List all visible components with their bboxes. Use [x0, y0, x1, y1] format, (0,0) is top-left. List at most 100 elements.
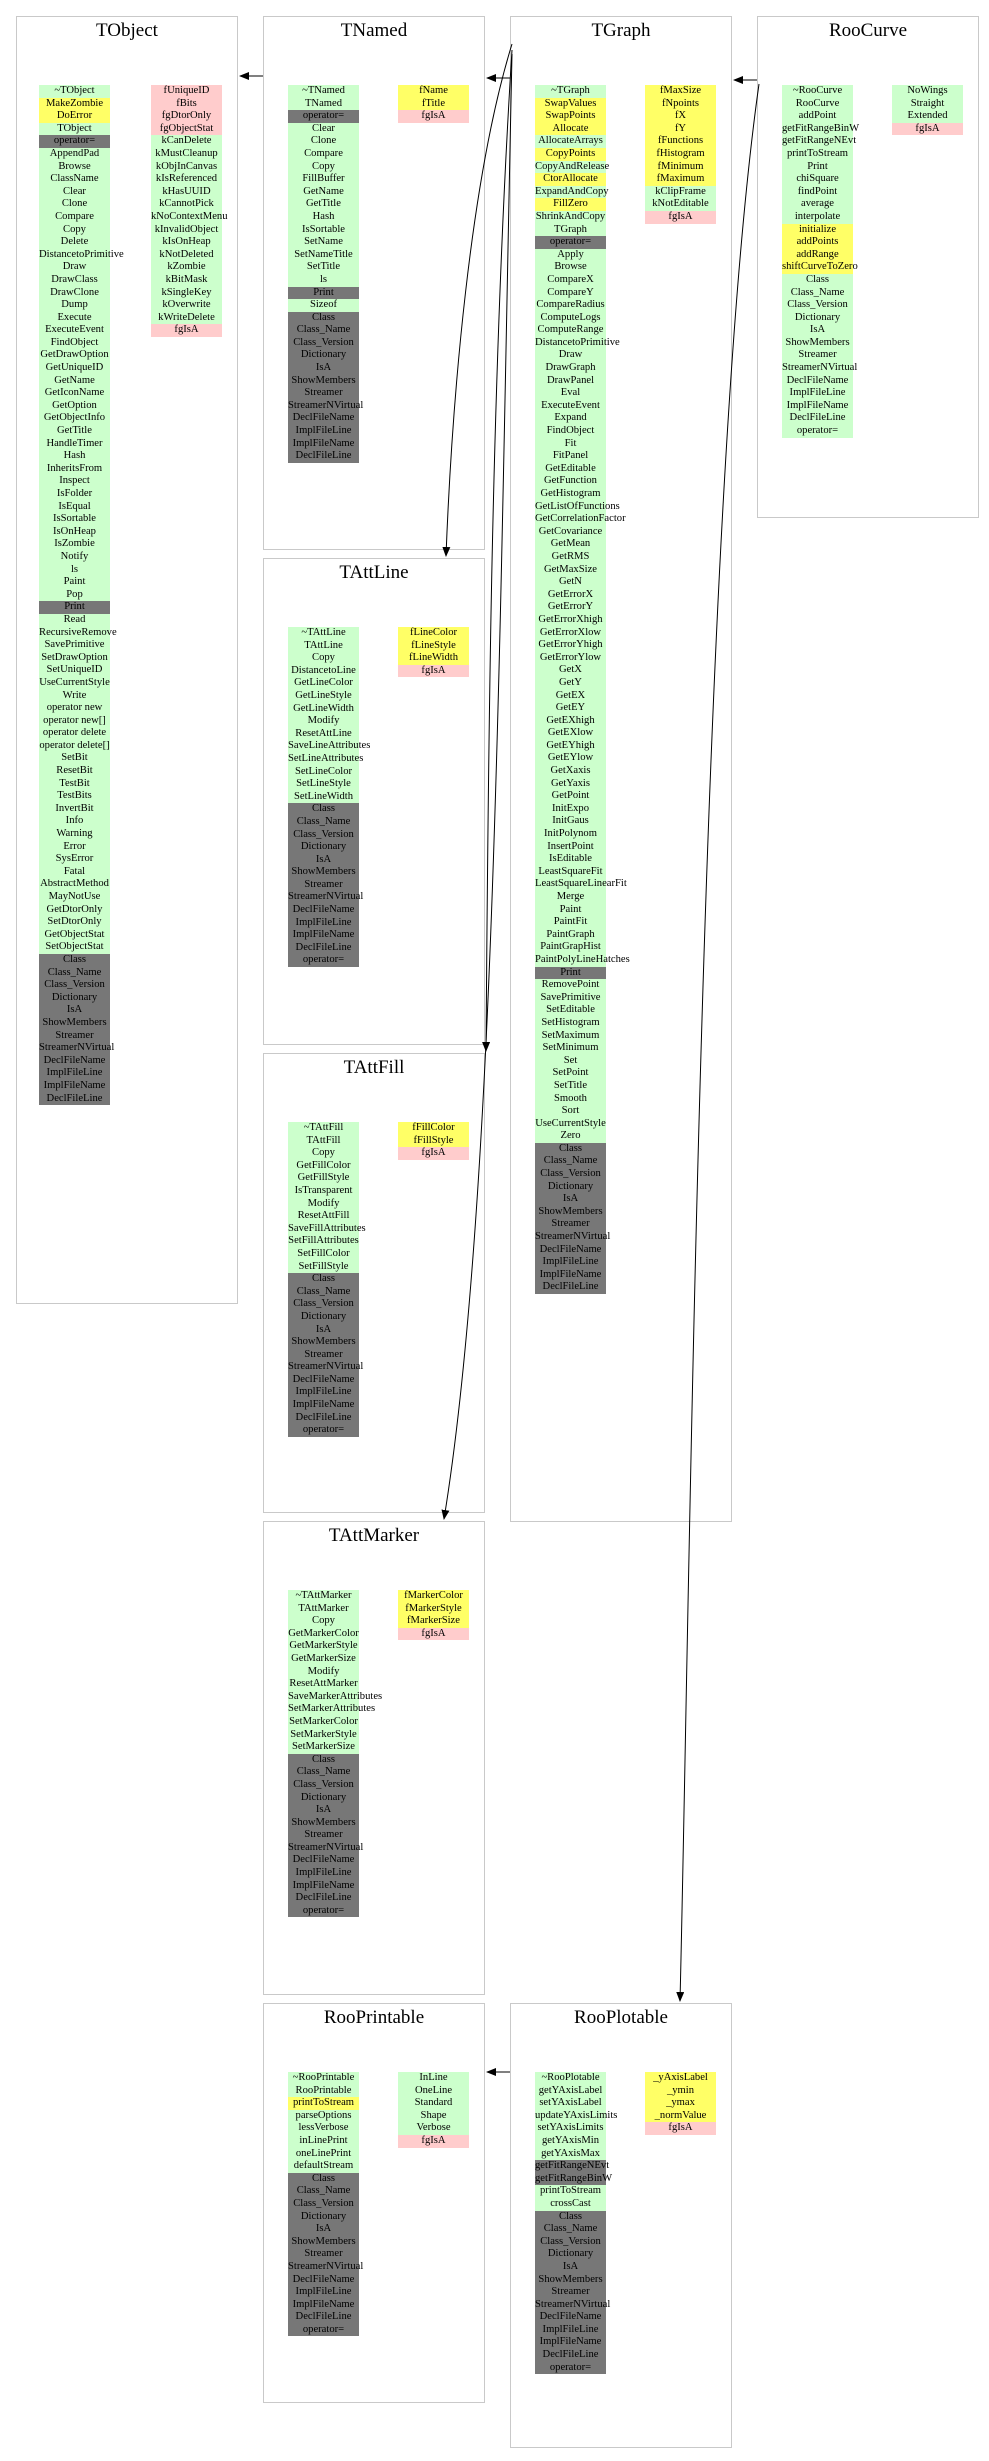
member-kzombie: kZombie [151, 261, 222, 274]
method-showmembers: ShowMembers [288, 1816, 359, 1830]
member-flinestyle: fLineStyle [398, 639, 469, 653]
method-implfilename: ImplFileName [535, 2336, 606, 2350]
method-rooplotable: ~RooPlotable [535, 2072, 606, 2085]
method-setdrawoption: SetDrawOption [39, 651, 110, 665]
method-streamernvirtual: StreamerNVirtual [782, 362, 858, 375]
method-setlinestyle: SetLineStyle [288, 778, 359, 791]
method-classname: ClassName [39, 173, 110, 186]
method-class-version: Class_Version [288, 1778, 359, 1792]
member-flinewidth: fLineWidth [398, 652, 469, 665]
method-streamer: Streamer [288, 2248, 359, 2261]
member-fbits: fBits [151, 97, 222, 111]
method-smooth: Smooth [535, 1092, 606, 1106]
method-saveprimitive: SavePrimitive [535, 991, 606, 1005]
method-gethistogram: GetHistogram [535, 488, 606, 501]
method-getx: GetX [535, 664, 606, 677]
method-modify: Modify [288, 1197, 359, 1211]
method-browse: Browse [39, 160, 110, 174]
method-copy: Copy [288, 160, 359, 174]
method-isa: IsA [288, 1804, 359, 1817]
method-class: Class [535, 2210, 606, 2224]
member-ksinglekey: kSingleKey [151, 286, 222, 300]
method-dictionary: Dictionary [535, 1180, 606, 1194]
member-funiqueid: fUniqueID [151, 85, 222, 98]
method-implfilename: ImplFileName [782, 399, 853, 413]
method-streamernvirtual: StreamerNVirtual [288, 1841, 364, 1855]
method-removepoint: RemovePoint [535, 979, 606, 992]
method-showmembers: ShowMembers [288, 866, 359, 879]
method-implfileline: ImplFileLine [535, 2323, 606, 2337]
method-compare: Compare [39, 210, 110, 224]
method-dictionary: Dictionary [39, 991, 110, 1005]
method-implfileline: ImplFileLine [39, 1067, 110, 1080]
method-drawclone: DrawClone [39, 286, 110, 300]
members-tnamed: fName fTitle fgIsA [398, 85, 469, 123]
method-operator-new: operator new [39, 702, 110, 715]
member-nowings: NoWings [892, 85, 963, 98]
method-getfitrangenevt: getFitRangeNEvt [535, 2160, 610, 2173]
method-declfileline: DeclFileLine [288, 1411, 359, 1425]
method-implfilename: ImplFileName [288, 437, 359, 451]
method-geticonname: GetIconName [39, 387, 110, 400]
method-average: average [782, 198, 853, 211]
method-addrange: addRange [782, 248, 853, 262]
methods-tattline: ~TAttLine TAttLine Copy DistancetoLine GetLi… [288, 627, 371, 968]
method-getlinewidth: GetLineWidth [288, 702, 359, 716]
method-declfileline: DeclFileLine [782, 412, 853, 426]
class-box-tobject: TObject ~TObject MakeZombie DoError TObject… [16, 16, 238, 1304]
methods-tnamed: ~TNamed TNamed operator= Clear Clone Compare C… [288, 85, 363, 463]
method-isa: IsA [535, 2260, 606, 2274]
method-class-name: Class_Name [535, 2223, 606, 2236]
method-isequal: IsEqual [39, 500, 110, 514]
method-showmembers: ShowMembers [535, 1205, 606, 1219]
method-getexlow: GetEXlow [535, 727, 606, 740]
method-paintgraph: PaintGraph [535, 928, 606, 942]
method-setyaxislimits: setYAxisLimits [535, 2122, 606, 2135]
method-implfilename: ImplFileName [39, 1079, 110, 1093]
member-kwritedelete: kWriteDelete [151, 311, 222, 325]
members-roocurve: NoWings Straight Extended fgIsA [892, 85, 963, 136]
method-getyaxis: GetYaxis [535, 777, 606, 791]
method-tattfill: TAttFill [288, 1134, 359, 1148]
member-koverwrite: kOverwrite [151, 299, 222, 312]
method-getfitrangenevt: getFitRangeNEvt [782, 135, 857, 148]
method-distancetoprimitive: DistancetoPrimitive [39, 248, 124, 262]
method-shiftcurvetozero: shiftCurveToZero [782, 261, 858, 274]
methods-rooplotable: ~RooPlotable getYAxisLabel setYAxisLabel up… [535, 2072, 617, 2375]
method-operator: operator= [782, 425, 853, 438]
method-declfileline: DeclFileLine [288, 450, 359, 463]
method-isa: IsA [535, 1193, 606, 1206]
method-declfilename: DeclFileName [782, 374, 853, 388]
method-dictionary: Dictionary [782, 311, 853, 325]
method-savelineattributes: SaveLineAttributes [288, 740, 371, 753]
method-handletimer: HandleTimer [39, 437, 110, 451]
method-geterrorxhigh: GetErrorXhigh [535, 613, 606, 627]
method-getname: GetName [288, 185, 359, 199]
method-browse: Browse [535, 261, 606, 274]
method-chisquare: chiSquare [782, 173, 853, 186]
method-operator: operator= [288, 2323, 359, 2337]
method-class: Class [288, 1273, 359, 1286]
member-fname: fName [398, 85, 469, 98]
method-clone: Clone [288, 135, 359, 148]
method-paint: Paint [39, 576, 110, 589]
method-setyaxislabel: setYAxisLabel [535, 2097, 606, 2110]
member-knotdeleted: kNotDeleted [151, 248, 222, 262]
method-dump: Dump [39, 299, 110, 312]
method-fillzero: FillZero [535, 198, 606, 211]
method-printtostream: printToStream [535, 2185, 606, 2198]
methods-rooprintable: ~RooPrintable RooPrintable printToStream pa… [288, 2072, 363, 2337]
class-box-rooplotable: RooPlotable ~RooPlotable getYAxisLabel set… [510, 2003, 732, 2448]
method-findobject: FindObject [535, 425, 606, 438]
method-getuniqueid: GetUniqueID [39, 362, 110, 375]
method-clear: Clear [39, 185, 110, 199]
method-swappoints: SwapPoints [535, 110, 606, 123]
method-getfitrangebinw: getFitRangeBinW [782, 122, 860, 136]
method-getname: GetName [39, 374, 110, 388]
method-declfilename: DeclFileName [288, 2273, 359, 2287]
method-class: Class [288, 803, 359, 816]
method-streamer: Streamer [535, 1218, 606, 1232]
method-setminimum: SetMinimum [535, 1042, 606, 1055]
member-extended: Extended [892, 110, 963, 123]
method-testbit: TestBit [39, 777, 110, 791]
